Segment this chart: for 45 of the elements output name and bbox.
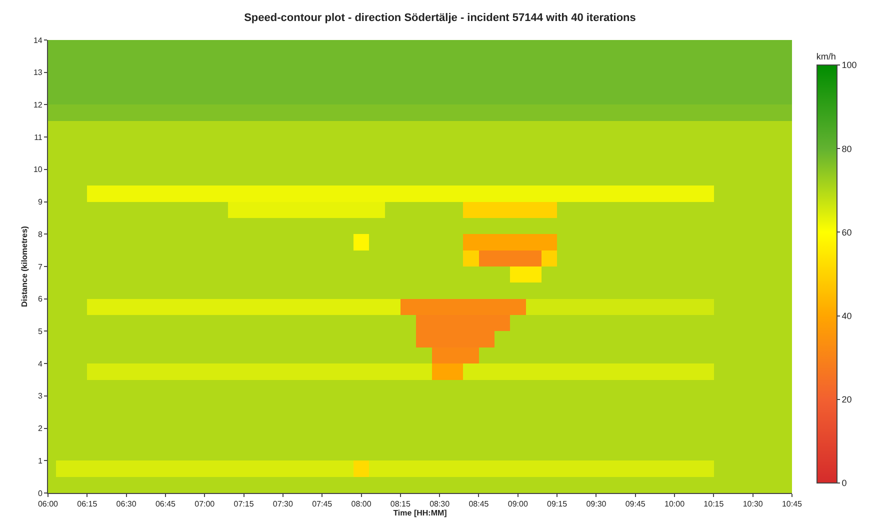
color-bar-label: 80 <box>842 144 852 154</box>
x-tick-label: 06:00 <box>38 500 59 509</box>
x-tick-label: 09:15 <box>547 500 568 509</box>
x-tick-label: 09:00 <box>508 500 528 509</box>
x-tick-label: 08:45 <box>468 500 490 509</box>
y-tick-label: 8 <box>38 230 43 239</box>
y-tick-label: 1 <box>38 456 43 466</box>
chart-title: Speed-contour plot - direction Södertälje - incident 57144 with 40 iterations <box>244 12 636 24</box>
y-tick-label: 10 <box>33 165 43 174</box>
x-tick-label: 10:45 <box>782 500 803 509</box>
y-tick-label: 11 <box>34 132 43 142</box>
x-tick-label: 09:30 <box>586 500 607 509</box>
x-tick-label: 09:45 <box>625 500 646 509</box>
color-bar-label: 40 <box>842 310 852 321</box>
y-tick-label: 13 <box>33 68 43 78</box>
x-tick-label: 10:30 <box>742 500 764 509</box>
x-tick-label: 07:45 <box>312 500 333 509</box>
x-tick-label: 08:00 <box>351 500 372 509</box>
x-tick-label: 07:30 <box>272 500 294 509</box>
x-tick-label: 08:15 <box>390 500 411 509</box>
y-tick-label: 2 <box>38 424 43 434</box>
x-tick-label: 07:15 <box>234 500 254 509</box>
color-bar-label: 60 <box>842 227 852 238</box>
y-axis-title: Distance (kilometres) <box>20 226 30 307</box>
y-tick-label: 9 <box>38 198 43 207</box>
y-tick-label: 7 <box>38 262 43 272</box>
y-tick-label: 14 <box>33 36 43 45</box>
y-tick-label: 6 <box>38 294 43 304</box>
x-tick-label: 06:30 <box>116 500 137 509</box>
y-tick-label: 12 <box>33 100 43 110</box>
x-tick-label: 07:00 <box>194 500 216 509</box>
x-tick-label: 06:45 <box>155 500 176 509</box>
y-tick-label: 4 <box>38 359 43 368</box>
x-tick-label: 08:30 <box>430 500 450 509</box>
color-bar-label: 100 <box>842 60 857 70</box>
x-tick-label: 10:15 <box>704 500 724 509</box>
color-bar-title: km/h <box>816 51 836 62</box>
x-tick-label: 06:15 <box>77 500 98 509</box>
x-axis-title: Time [HH:MM] <box>393 508 448 518</box>
color-bar-label: 20 <box>842 394 852 405</box>
y-tick-label: 5 <box>38 327 43 336</box>
x-tick-label: 10:00 <box>664 500 686 509</box>
color-bar-label: 0 <box>842 478 847 488</box>
y-tick-label: 3 <box>38 392 43 401</box>
y-tick-label: 0 <box>38 488 43 498</box>
